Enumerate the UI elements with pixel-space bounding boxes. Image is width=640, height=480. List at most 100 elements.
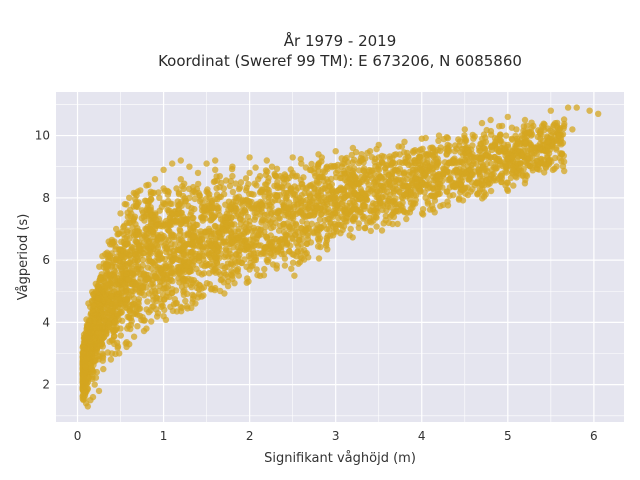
scatter-point <box>274 184 281 192</box>
scatter-point <box>564 104 572 111</box>
scatter-point <box>314 192 321 199</box>
scatter-point <box>96 263 103 270</box>
scatter-point <box>289 235 296 243</box>
scatter-point <box>126 194 133 201</box>
scatter-point <box>326 226 333 233</box>
scatter-point <box>352 206 359 213</box>
scatter-point <box>228 239 235 246</box>
scatter-point <box>245 180 252 188</box>
scatter-point <box>405 183 413 190</box>
scatter-point <box>497 131 504 138</box>
scatter-point <box>126 313 133 320</box>
scatter-point <box>226 227 233 234</box>
scatter-point <box>375 193 382 200</box>
scatter-point <box>398 202 405 210</box>
scatter-point <box>508 135 515 142</box>
scatter-point <box>203 244 210 251</box>
scatter-point <box>244 244 251 251</box>
scatter-point <box>359 212 366 220</box>
scatter-point <box>502 163 509 170</box>
scatter-point <box>173 308 181 315</box>
scatter-point <box>526 154 533 162</box>
scatter-point <box>476 147 483 155</box>
scatter-point <box>262 244 269 251</box>
scatter-point <box>321 216 328 224</box>
scatter-point <box>349 187 356 194</box>
scatter-point <box>250 191 257 198</box>
scatter-point <box>343 218 350 225</box>
scatter-point <box>106 338 113 345</box>
scatter-point <box>81 386 88 393</box>
scatter-point <box>355 220 362 227</box>
scatter-point <box>139 262 146 269</box>
scatter-point <box>246 154 253 161</box>
scatter-point <box>375 154 382 161</box>
scatter-point <box>229 172 236 180</box>
scatter-point <box>214 227 221 234</box>
scatter-point <box>470 160 477 167</box>
scatter-point <box>220 269 228 277</box>
scatter-point <box>111 318 119 325</box>
scatter-point <box>262 223 269 231</box>
scatter-point <box>332 148 339 155</box>
scatter-point <box>156 234 163 241</box>
scatter-point <box>349 144 357 152</box>
scatter-point <box>520 127 527 134</box>
scatter-point <box>129 223 136 231</box>
scatter-point <box>323 200 331 208</box>
scatter-point <box>222 252 229 259</box>
scatter-point <box>122 289 129 297</box>
scatter-point <box>94 353 102 360</box>
x-tick-label: 3 <box>332 429 340 443</box>
scatter-point <box>91 381 98 388</box>
scatter-point <box>144 298 151 305</box>
scatter-point <box>232 180 239 187</box>
scatter-point <box>192 300 199 307</box>
y-tick-label: 6 <box>42 253 50 267</box>
scatter-point <box>151 176 159 183</box>
scatter-point <box>140 270 147 278</box>
scatter-point <box>307 239 315 246</box>
scatter-point <box>334 187 342 194</box>
scatter-point <box>92 288 100 295</box>
scatter-point <box>382 212 389 220</box>
scatter-point <box>477 140 484 147</box>
scatter-point <box>533 151 540 158</box>
scatter-point <box>127 325 134 333</box>
scatter-point <box>384 200 391 208</box>
scatter-point <box>245 225 252 232</box>
scatter-point <box>253 238 260 245</box>
scatter-point <box>130 310 137 317</box>
scatter-point <box>373 223 380 230</box>
scatter-point <box>331 194 339 201</box>
scatter-point <box>412 160 419 167</box>
x-tick-label: 0 <box>74 429 82 443</box>
scatter-point <box>222 201 229 208</box>
scatter-point <box>217 276 225 284</box>
scatter-point <box>338 222 345 229</box>
scatter-point <box>393 200 400 208</box>
scatter-point <box>252 164 259 171</box>
scatter-point <box>176 226 183 233</box>
scatter-point <box>173 185 180 192</box>
scatter-point <box>115 294 122 301</box>
scatter-point <box>341 194 348 201</box>
scatter-point <box>130 295 138 302</box>
scatter-point <box>195 254 203 261</box>
scatter-point <box>201 263 208 270</box>
scatter-point <box>176 270 183 277</box>
scatter-point <box>478 154 485 161</box>
scatter-point <box>417 146 424 153</box>
scatter-point <box>119 247 127 254</box>
scatter-point <box>341 160 348 167</box>
scatter-point <box>170 301 178 308</box>
scatter-point <box>104 263 111 270</box>
scatter-point <box>383 162 391 169</box>
scatter-point <box>214 248 221 255</box>
scatter-point <box>344 174 352 181</box>
scatter-point <box>541 169 548 176</box>
scatter-point <box>327 219 334 226</box>
scatter-point <box>213 173 220 180</box>
scatter-point <box>386 153 393 160</box>
scatter-point <box>134 256 141 264</box>
